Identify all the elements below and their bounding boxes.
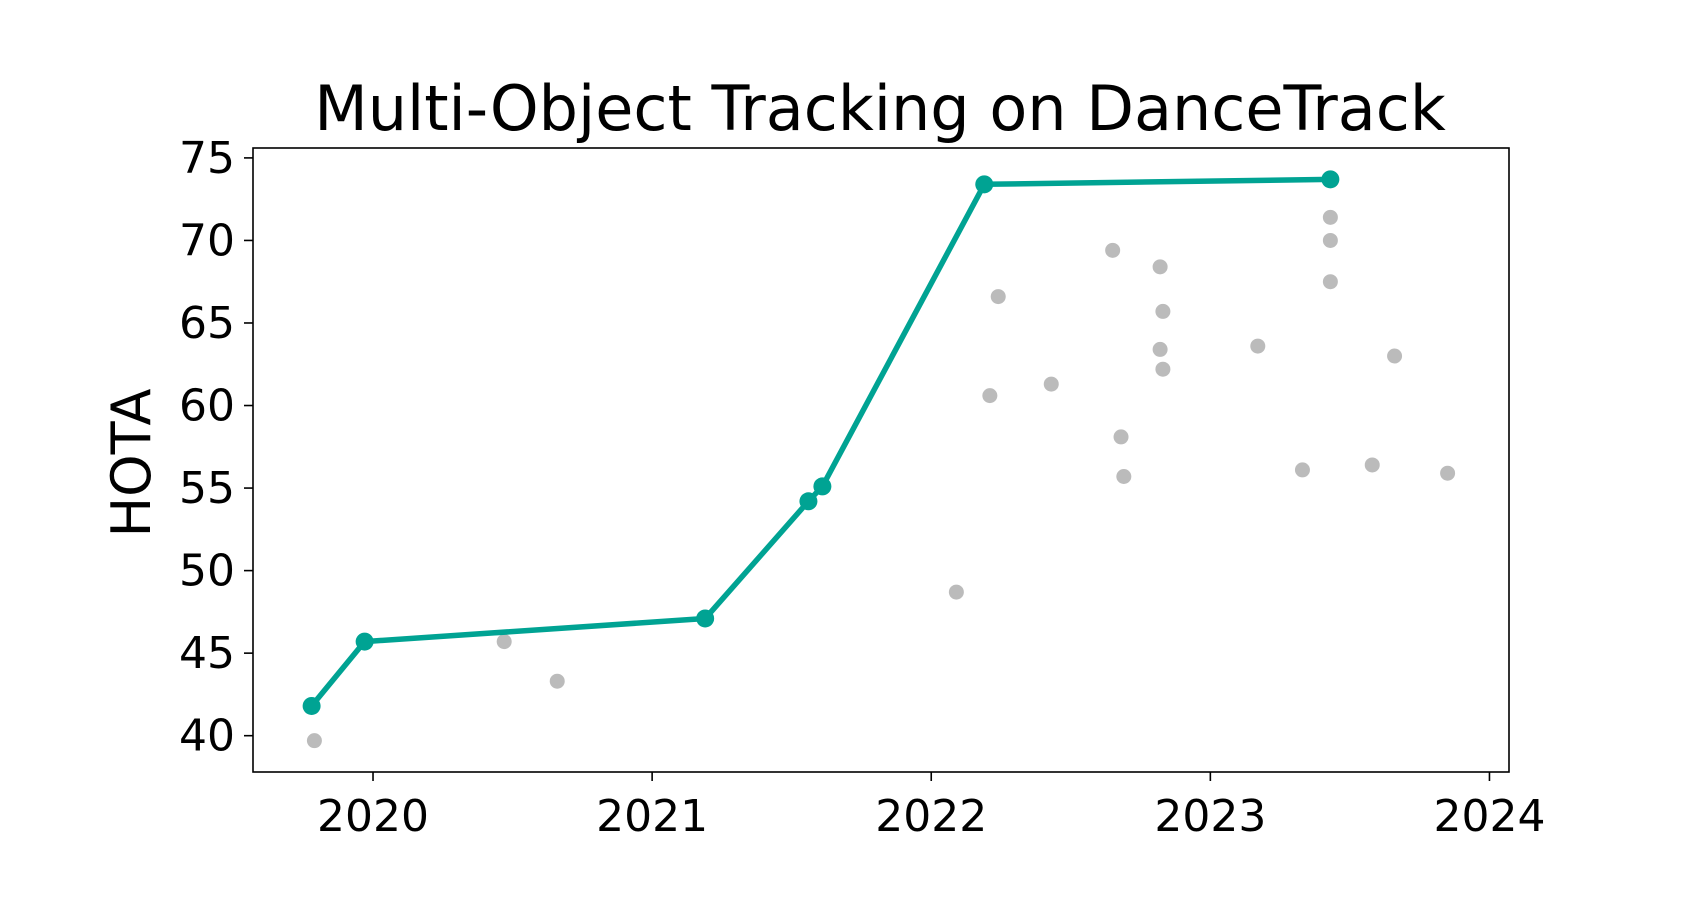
axis-ticks: 2020 2021 2022 2023 2024 40 45 50 55 60 65 70 75 (179, 133, 1545, 842)
y-tick-label: 75 (179, 133, 235, 184)
other-point (982, 388, 998, 404)
other-point (1113, 429, 1129, 445)
other-point (1155, 303, 1171, 319)
other-points (306, 209, 1456, 749)
other-point (549, 673, 565, 689)
y-tick-label: 40 (179, 711, 235, 762)
other-point (1322, 274, 1338, 290)
other-point (1105, 242, 1121, 258)
other-point (1152, 259, 1168, 275)
sota-point (813, 477, 832, 496)
y-axis-label: HOTA (100, 389, 163, 538)
other-point (1152, 341, 1168, 357)
x-tick-label: 2021 (596, 791, 708, 842)
y-tick-label: 65 (179, 298, 235, 349)
y-tick-label: 45 (179, 628, 235, 679)
other-point (948, 584, 964, 600)
sota-point (1321, 170, 1340, 189)
x-tick-label: 2020 (317, 791, 429, 842)
other-point (1043, 376, 1059, 392)
sota-point (355, 632, 374, 651)
sota-point (302, 696, 321, 715)
y-tick-label: 60 (179, 381, 235, 432)
x-tick-label: 2022 (875, 791, 987, 842)
sota-point (799, 492, 818, 511)
other-point (1387, 348, 1403, 364)
x-tick-label: 2023 (1154, 791, 1266, 842)
sota-point (696, 609, 715, 628)
other-point (990, 289, 1006, 305)
other-point (1322, 209, 1338, 225)
chart-title: Multi-Object Tracking on DanceTrack (314, 72, 1446, 145)
y-tick-label: 70 (179, 215, 235, 266)
sota-point (975, 175, 994, 194)
other-point (306, 733, 322, 749)
other-point (1322, 232, 1338, 248)
y-tick-label: 55 (179, 463, 235, 514)
other-point (1116, 469, 1132, 485)
plot-area (252, 147, 1510, 773)
other-point (1155, 361, 1171, 377)
y-tick-label: 50 (179, 546, 235, 597)
other-point (1294, 462, 1310, 478)
other-point (1440, 465, 1456, 481)
x-tick-label: 2024 (1433, 791, 1545, 842)
other-point (496, 634, 512, 650)
other-point (1250, 338, 1266, 354)
other-point (1364, 457, 1380, 473)
sota-series (302, 170, 1340, 715)
